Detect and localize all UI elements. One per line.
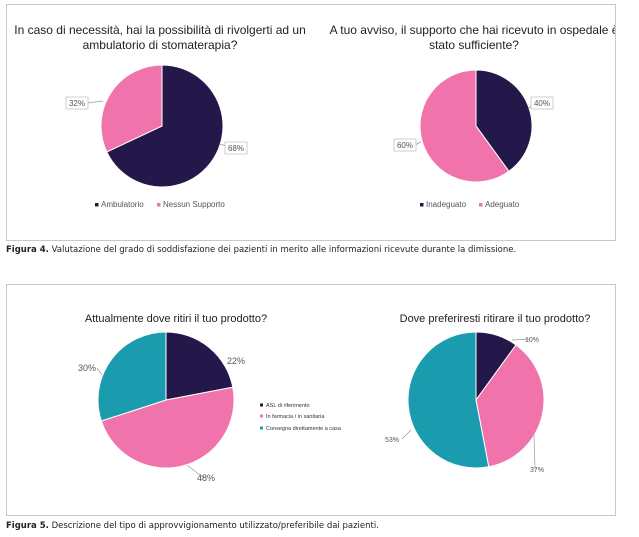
- chart-3-legend-swatch-3: [260, 426, 263, 430]
- chart-3-leader-3: [96, 367, 103, 376]
- chart-2-legend-label-1: Inadeguato: [426, 200, 467, 209]
- chart-4-leader-1: [511, 338, 531, 341]
- chart-1-data-label-1: 68%: [228, 144, 244, 153]
- chart-4-data-label-2: 37%: [530, 467, 544, 474]
- chart-4-data-label-3: 53%: [385, 437, 399, 444]
- chart-4-title-line-1: Dove preferiresti ritirare il tuo prodot…: [400, 313, 591, 325]
- chart-1-legend-label-2: Nessun Supporto: [163, 200, 225, 209]
- chart-4-slice-3: [407, 331, 490, 469]
- chart-3-data-label-2: 48%: [197, 473, 215, 483]
- chart-3-data-label-3: 30%: [78, 363, 96, 373]
- figure-5-panel: Attualmente dove ritiri il tuo prodotto?…: [6, 284, 616, 516]
- chart-4-leader-3: [401, 429, 412, 440]
- chart-3-slice-3: [97, 331, 167, 422]
- chart-1-legend-swatch-2: [157, 203, 161, 207]
- pie-chart-3: Attualmente dove ritiri il tuo prodotto?…: [78, 313, 342, 483]
- chart-1-legend-swatch-1: [95, 203, 99, 207]
- pie-chart-1: In caso di necessità, hai la possibilità…: [14, 23, 306, 209]
- chart-2-legend-swatch-1: [420, 203, 424, 207]
- chart-3-leader-2: [186, 464, 205, 479]
- chart-3-title-line-1: Attualmente dove ritiri il tuo prodotto?: [85, 313, 267, 325]
- chart-1-leader-2: [86, 100, 104, 104]
- figure-4-caption-text: Valutazione del grado di soddisfazione d…: [51, 245, 517, 255]
- chart-4-data-label-1: 10%: [525, 337, 539, 344]
- chart-2-legend-label-2: Adeguato: [485, 200, 520, 209]
- chart-3-legend-label-2: In farmacia / in sanitaria: [266, 414, 325, 420]
- chart-1-title-line-1: In caso di necessità, hai la possibilità…: [14, 23, 306, 37]
- figure-4-charts: In caso di necessità, hai la possibilità…: [14, 23, 619, 209]
- chart-1-data-label-2: 32%: [69, 99, 85, 108]
- chart-4-slice-2: [475, 344, 545, 468]
- chart-1-slice-2: [100, 64, 163, 153]
- figure-5-charts: Attualmente dove ritiri il tuo prodotto?…: [78, 313, 590, 483]
- chart-2-slice-2: [419, 69, 510, 183]
- chart-3-legend-swatch-1: [260, 403, 263, 407]
- chart-2-title-line-2: stato sufficiente?: [429, 38, 519, 52]
- figure-4-panel: In caso di necessità, hai la possibilità…: [6, 4, 619, 241]
- figure-4-caption-label: Figura 4.: [6, 245, 49, 255]
- chart-3-legend-label-1: ASL di riferimento: [266, 403, 310, 409]
- figure-5-caption-text: Descrizione del tipo di approvvigionamen…: [51, 521, 379, 531]
- chart-2-title-line-1: A tuo avviso, il supporto che hai ricevu…: [330, 23, 615, 37]
- chart-2-data-label-2: 60%: [397, 141, 413, 150]
- figure-5-caption-label: Figura 5.: [6, 521, 49, 531]
- chart-1-title-line-2: ambulatorio di stomaterapia?: [83, 38, 238, 52]
- chart-3-slice-2: [100, 386, 235, 469]
- chart-4-leader-2: [533, 434, 536, 470]
- chart-1-label-box-2: [65, 96, 89, 110]
- figure-5-caption: Figura 5. Descrizione del tipo di approv…: [6, 521, 379, 531]
- figure-4-caption: Figura 4. Valutazione del grado di soddi…: [6, 245, 516, 255]
- chart-2-label-box-1: [530, 96, 554, 110]
- chart-1-slice-1: [106, 64, 224, 188]
- chart-3-legend-label-3: Consegna direttamente a casa: [266, 426, 342, 432]
- chart-2-label-box-2: [393, 138, 417, 152]
- chart-2-slice-1: [475, 69, 533, 173]
- chart-3-legend-swatch-2: [260, 414, 263, 418]
- chart-1-label-box-1: [224, 141, 248, 155]
- chart-1-legend-label-1: Ambulatorio: [101, 200, 144, 209]
- chart-3-slice-1: [165, 331, 234, 401]
- chart-3-data-label-1: 22%: [227, 356, 245, 366]
- chart-2-legend-swatch-2: [479, 203, 483, 207]
- pie-chart-4: Dove preferiresti ritirare il tuo prodot…: [385, 313, 590, 474]
- chart-2-data-label-1: 40%: [534, 99, 550, 108]
- pie-chart-2: A tuo avviso, il supporto che hai ricevu…: [330, 23, 619, 209]
